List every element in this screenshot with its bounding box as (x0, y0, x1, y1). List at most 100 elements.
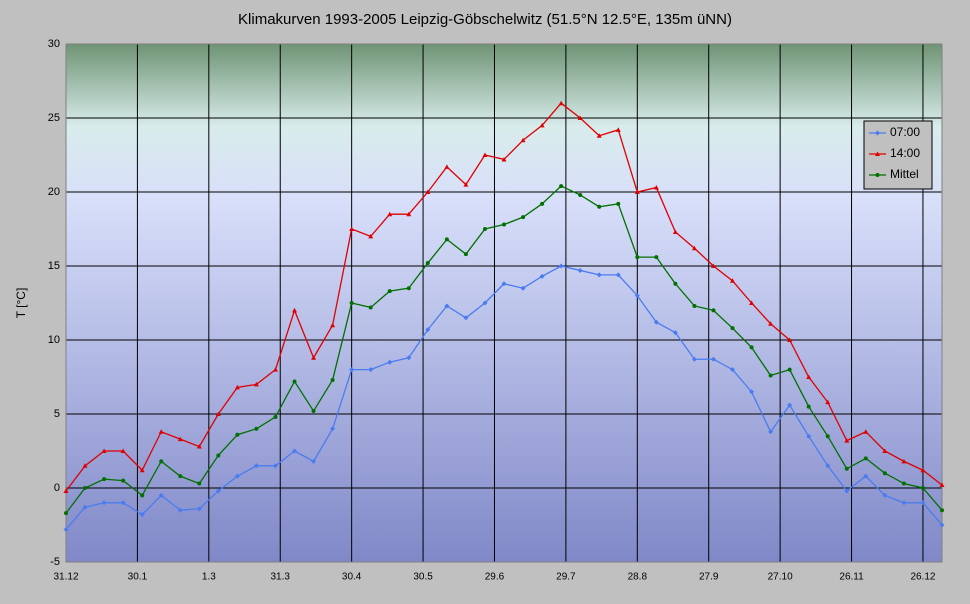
marker (654, 255, 659, 260)
marker (863, 473, 869, 479)
legend-label: Mittel (890, 167, 919, 181)
plot-border (65, 43, 943, 563)
marker (691, 245, 697, 251)
marker (425, 327, 431, 333)
y-tick-label: 25 (48, 112, 60, 124)
marker (406, 286, 411, 291)
marker (825, 434, 830, 439)
marker (730, 367, 736, 373)
marker (120, 448, 126, 453)
marker (444, 164, 450, 169)
marker (520, 137, 526, 143)
marker (653, 185, 659, 190)
marker (463, 252, 468, 257)
x-tick-label: 30.4 (342, 572, 362, 583)
marker (139, 512, 145, 518)
marker (101, 448, 107, 453)
marker (787, 402, 793, 408)
marker (482, 152, 488, 157)
marker (882, 492, 888, 498)
marker (82, 504, 88, 510)
marker (768, 429, 774, 435)
y-tick-label: 10 (48, 334, 60, 346)
marker (158, 429, 164, 434)
marker (235, 432, 240, 437)
marker (63, 488, 69, 493)
marker (482, 300, 488, 306)
marker (273, 414, 278, 419)
marker (311, 355, 317, 360)
x-tick-label: 29.6 (485, 572, 505, 583)
marker (901, 500, 907, 506)
marker (577, 115, 583, 120)
marker (939, 522, 945, 528)
marker (749, 389, 755, 395)
marker (292, 307, 298, 313)
marker (177, 507, 183, 513)
y-tick-label: 15 (48, 260, 60, 272)
y-tick-label: -5 (50, 556, 60, 568)
marker (863, 456, 868, 461)
marker (196, 506, 202, 512)
marker (178, 474, 183, 479)
marker (120, 500, 126, 506)
marker (102, 477, 107, 482)
marker (158, 492, 164, 498)
marker (691, 356, 697, 362)
x-tick-label: 26.12 (910, 572, 935, 583)
marker (540, 201, 545, 206)
marker (140, 493, 145, 498)
marker (596, 133, 602, 138)
marker (234, 384, 240, 390)
marker (215, 488, 221, 494)
y-tick-label: 20 (48, 186, 60, 198)
chart-title: Klimakurven 1993-2005 Leipzig-Göbschelwi… (238, 11, 732, 28)
marker (502, 222, 506, 227)
marker (920, 500, 926, 506)
legend-label: 07:00 (890, 125, 920, 139)
marker (672, 229, 678, 234)
marker (844, 488, 850, 494)
marker (196, 444, 202, 449)
marker (425, 261, 430, 266)
marker (159, 459, 164, 464)
marker (939, 482, 945, 488)
x-tick-label: 30.5 (413, 572, 433, 583)
plot-area (66, 44, 942, 562)
marker (875, 173, 880, 177)
marker (749, 345, 754, 350)
marker (597, 204, 602, 209)
marker (806, 433, 812, 439)
marker (387, 289, 392, 294)
marker (920, 467, 926, 473)
marker (901, 458, 907, 464)
x-tick-label: 28.8 (628, 572, 648, 583)
marker (863, 429, 869, 434)
marker (559, 184, 564, 189)
marker (634, 189, 640, 194)
marker (425, 189, 431, 194)
marker (177, 436, 183, 442)
marker (558, 263, 564, 269)
marker (368, 233, 374, 239)
x-tick-label: 29.7 (556, 572, 576, 583)
marker (234, 473, 240, 479)
y-tick-label: 0 (54, 482, 60, 494)
marker (844, 438, 850, 443)
y-tick-label: 5 (54, 408, 60, 420)
marker (920, 486, 925, 490)
marker (63, 526, 69, 532)
marker (539, 122, 545, 128)
marker (768, 373, 773, 378)
marker (711, 308, 716, 313)
x-tick-label: 26.11 (839, 572, 864, 583)
marker (272, 463, 278, 469)
marker (82, 463, 88, 468)
x-tick-label: 30.1 (128, 572, 148, 583)
marker (330, 377, 335, 382)
marker (121, 478, 126, 483)
marker (330, 322, 336, 328)
marker (940, 508, 944, 513)
marker (368, 367, 374, 373)
